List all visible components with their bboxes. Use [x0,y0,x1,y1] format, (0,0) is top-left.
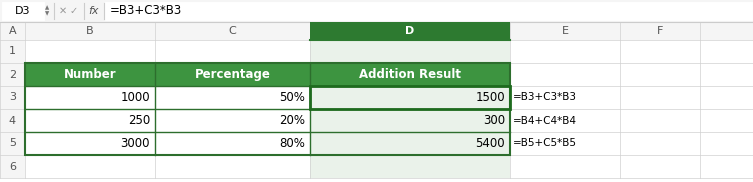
Text: Addition Result: Addition Result [359,68,461,81]
Text: fx: fx [89,6,99,16]
Text: ▼: ▼ [45,11,49,17]
Text: D3: D3 [15,6,31,16]
Text: =B3+C3*B3: =B3+C3*B3 [110,5,182,17]
Bar [0,86,25,109]
Text: 1000: 1000 [120,91,150,104]
Text: B: B [86,26,94,36]
Text: ▲: ▲ [45,5,49,11]
Text: E: E [562,26,569,36]
Text: 300: 300 [483,114,505,127]
Text: 5400: 5400 [475,137,505,150]
Bar [0,40,25,63]
Text: 1: 1 [9,46,16,56]
Text: 3: 3 [9,92,16,102]
Bar [0,0,753,22]
Text: ✓: ✓ [70,6,78,16]
Text: 3000: 3000 [120,137,150,150]
Text: 20%: 20% [279,114,305,127]
Text: Percentage: Percentage [194,68,270,81]
Bar [25,63,510,155]
Text: F: F [657,26,663,36]
Bar [25,63,510,86]
Bar [310,40,510,178]
Text: =B4+C4*B4: =B4+C4*B4 [513,116,577,126]
Text: 50%: 50% [279,91,305,104]
Bar [310,22,510,40]
Text: =B5+C5*B5: =B5+C5*B5 [513,139,577,149]
Text: =B3+C3*B3: =B3+C3*B3 [513,92,577,102]
Bar [0,22,25,40]
Bar [310,86,510,109]
Bar [0,22,753,40]
Text: C: C [229,26,236,36]
Text: 80%: 80% [279,137,305,150]
Bar [105,2,752,20]
Text: 5: 5 [9,139,16,149]
Text: 4: 4 [9,116,16,126]
Text: 250: 250 [128,114,150,127]
Text: ✕: ✕ [59,6,67,16]
Bar [0,155,25,178]
Text: Number: Number [64,68,116,81]
Bar [0,109,25,132]
Bar [0,132,25,155]
Text: D: D [405,26,415,36]
Text: 2: 2 [9,70,16,80]
Bar [2,2,44,20]
Text: 1500: 1500 [475,91,505,104]
Text: A: A [9,26,17,36]
Bar [0,63,25,86]
Text: 6: 6 [9,161,16,171]
